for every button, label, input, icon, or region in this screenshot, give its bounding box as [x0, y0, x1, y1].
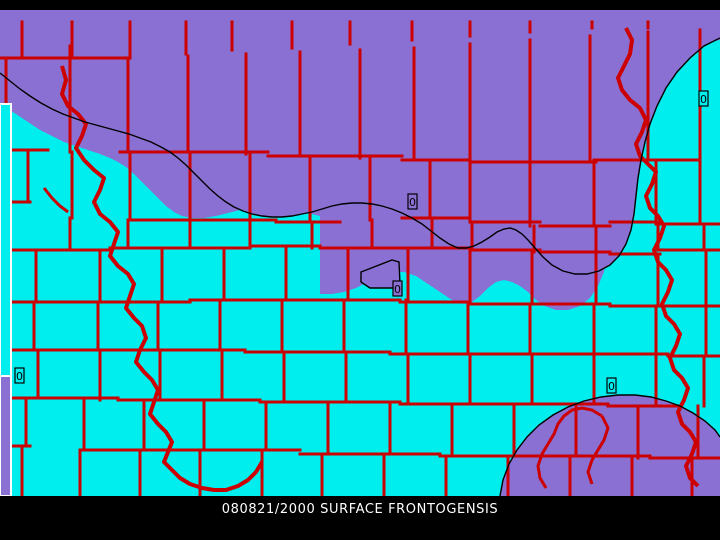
contour-label-value: 0 [16, 370, 23, 383]
interior-low-island [361, 260, 400, 288]
contour-label-group: 0 0 0 0 [392, 90, 709, 394]
contour-line-north [0, 37, 720, 275]
contour-label-left-edge: 0 [14, 367, 25, 384]
contour-label-northeast: 0 [698, 90, 709, 107]
county-borders [0, 20, 720, 496]
contour-label-island: 0 [392, 280, 403, 297]
contour-label-north-central: 0 [407, 193, 418, 210]
state-border-branch [42, 187, 69, 214]
contour-label-value: 0 [394, 283, 401, 296]
contour-label-value: 0 [608, 380, 615, 393]
river-tributary [536, 406, 610, 489]
contour-line-southeast [499, 394, 720, 496]
contour-label-value: 0 [700, 93, 707, 106]
map-title-text: 080821/2000 SURFACE FRONTOGENSIS [221, 502, 499, 517]
map-title-bar: 080821/2000 SURFACE FRONTOGENSIS [0, 496, 720, 540]
map-viewport[interactable]: 0 0 0 0 [0, 10, 720, 496]
contour-label-southeast: 0 [606, 377, 617, 394]
map-svg[interactable]: 0 0 0 0 [0, 10, 720, 496]
southeast-low-region [500, 395, 720, 496]
contour-label-value: 0 [409, 196, 416, 209]
eastern-state-border [616, 27, 700, 488]
color-scale-strip [0, 103, 12, 496]
state-border-river [60, 65, 264, 492]
